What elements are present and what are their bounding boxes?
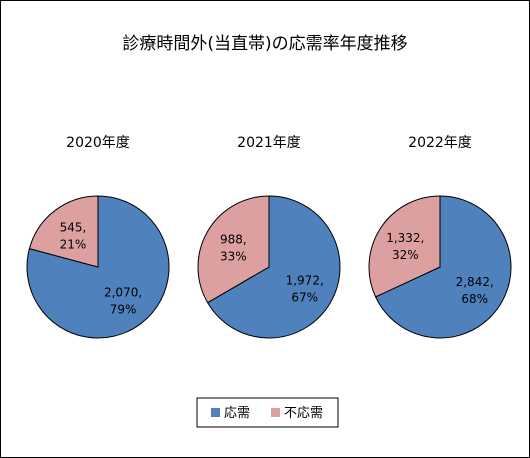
- chart-title: 診療時間外(当直帯)の応需率年度推移: [122, 34, 407, 54]
- pie-2-slice-oju: [206, 195, 341, 339]
- pie-3-label-value-2: 1,332,: [386, 231, 424, 245]
- pie-1-label-pct-2: 21%: [60, 237, 87, 251]
- pie-3-slice-oju: [374, 195, 512, 339]
- pie-3-label-value-1: 2,842,: [456, 275, 494, 289]
- pie-1-label-value-1: 2,070,: [104, 286, 142, 300]
- pie-1-label-value-2: 545,: [60, 220, 87, 234]
- pie-1-slice-fuoju: [28, 195, 99, 268]
- pie-2-label-value-1: 1,972,: [286, 274, 324, 288]
- legend-swatch-fuoju: [271, 408, 280, 417]
- legend-box: [196, 397, 339, 428]
- legend-label-fuoju: 不応需: [284, 406, 323, 421]
- pie-3-slice-fuoju: [368, 195, 441, 298]
- pie-2-label-pct-2: 33%: [220, 249, 247, 263]
- legend-swatch-oju: [211, 408, 220, 417]
- pie-3-label-pct-1: 68%: [461, 292, 488, 306]
- pie-title-3: 2022年度: [408, 135, 472, 151]
- legend: 応需 不応需: [196, 397, 339, 428]
- pie-1-label-pct-1: 79%: [110, 303, 137, 317]
- pie-2-slice-fuoju: [197, 195, 270, 304]
- pie-2-label-pct-1: 67%: [291, 291, 318, 305]
- legend-label-oju: 応需: [224, 406, 250, 421]
- pie-title-1: 2020年度: [66, 135, 130, 151]
- pie-title-2: 2021年度: [237, 135, 301, 151]
- pie-2-label-value-2: 988,: [220, 232, 247, 246]
- pie-3-label-pct-2: 32%: [392, 248, 419, 262]
- pies-group: 2020年度 2,070, 79% 545, 21% 2021年度 1,972, 67% 988…: [26, 135, 512, 339]
